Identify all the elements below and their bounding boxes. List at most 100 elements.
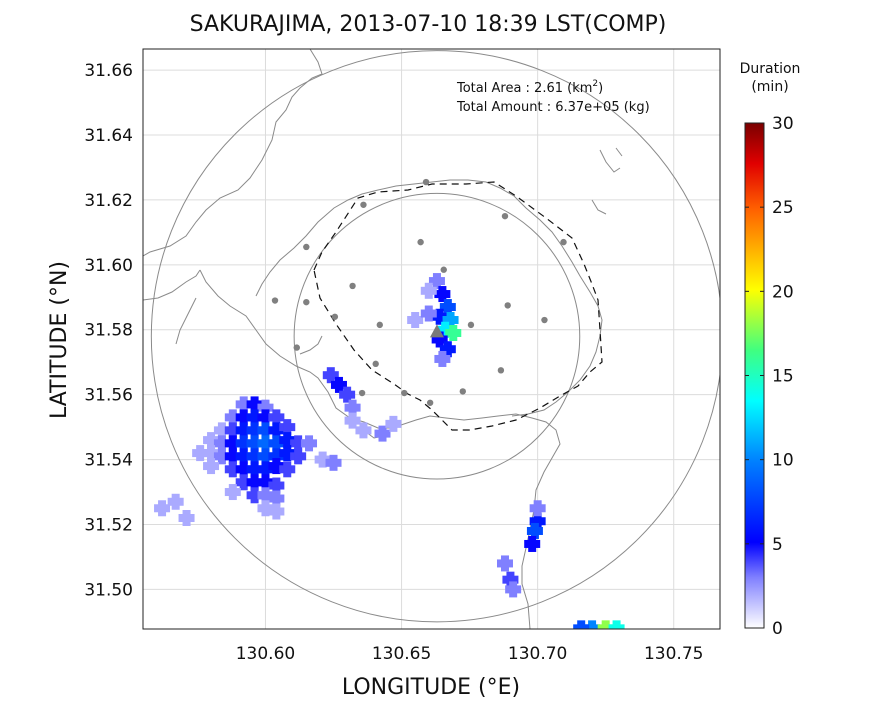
duration-cell-v bbox=[239, 448, 248, 465]
total-area-text: Total Area : 2.61 (km2) bbox=[456, 79, 603, 96]
duration-cell bbox=[290, 435, 307, 452]
duration-cell-v bbox=[239, 474, 248, 491]
duration-cell bbox=[246, 422, 263, 439]
duration-cell-v bbox=[196, 445, 205, 462]
duration-cell-v bbox=[261, 422, 270, 439]
station-marker bbox=[293, 344, 300, 351]
duration-cell bbox=[213, 435, 230, 452]
duration-cell-v bbox=[182, 509, 191, 526]
duration-cell bbox=[344, 412, 361, 429]
duration-cell bbox=[235, 409, 252, 426]
duration-cell-v bbox=[207, 445, 216, 462]
duration-cell-v bbox=[207, 432, 216, 449]
x-tick-labels: 130.60 130.65 130.70 130.75 bbox=[236, 644, 704, 664]
duration-cell-v bbox=[261, 435, 270, 452]
station-marker bbox=[541, 316, 548, 324]
station-marker bbox=[426, 399, 434, 406]
duration-cell-v bbox=[207, 458, 216, 475]
duration-cell bbox=[257, 448, 274, 465]
y-tick-labels: 31.50 31.52 31.54 31.56 31.58 31.60 31.62 31.64… bbox=[84, 61, 133, 600]
station-marker bbox=[376, 321, 383, 329]
duration-cell bbox=[246, 409, 263, 426]
duration-cell-v bbox=[239, 409, 248, 426]
duration-cell bbox=[224, 422, 241, 439]
duration-cell-v bbox=[250, 422, 259, 439]
duration-cell-v bbox=[424, 282, 433, 299]
duration-cell-v bbox=[250, 448, 259, 465]
duration-cell-v bbox=[348, 412, 357, 429]
duration-cell bbox=[608, 620, 625, 629]
duration-cell bbox=[431, 331, 448, 348]
duration-cell-v bbox=[601, 620, 610, 629]
duration-cell-v bbox=[359, 422, 368, 439]
colorbar-title-line1: Duration bbox=[740, 61, 801, 77]
duration-cell bbox=[224, 409, 241, 426]
duration-cell bbox=[431, 308, 448, 325]
duration-cell-v bbox=[272, 477, 281, 494]
duration-cell bbox=[301, 435, 318, 452]
y-tick-label: 31.54 bbox=[84, 451, 133, 471]
station-marker bbox=[467, 321, 475, 329]
station-marker bbox=[401, 389, 408, 397]
duration-cell-v bbox=[326, 367, 335, 384]
duration-cell-v bbox=[446, 312, 455, 329]
y-tick-label: 31.52 bbox=[84, 515, 133, 535]
duration-cell bbox=[268, 458, 285, 475]
duration-cell-v bbox=[283, 432, 292, 449]
duration-cell-v bbox=[272, 448, 281, 465]
duration-cell-v bbox=[171, 493, 180, 510]
duration-cell bbox=[257, 487, 274, 504]
duration-cell-v bbox=[272, 458, 281, 475]
duration-cell-v bbox=[443, 341, 452, 358]
duration-cell-v bbox=[261, 500, 270, 517]
duration-cell-v bbox=[530, 522, 539, 539]
duration-cell-v bbox=[228, 435, 237, 452]
duration-cell bbox=[268, 503, 285, 520]
x-tick-label: 130.65 bbox=[372, 644, 431, 664]
duration-cell bbox=[524, 535, 541, 552]
duration-cell bbox=[502, 571, 519, 588]
duration-cell bbox=[203, 458, 220, 475]
duration-cell bbox=[322, 367, 339, 384]
duration-cell-v bbox=[261, 399, 270, 416]
duration-cell-v bbox=[261, 409, 270, 426]
duration-cell bbox=[279, 445, 296, 462]
duration-cell bbox=[445, 324, 462, 341]
x-axis-label: LONGITUDE (°E) bbox=[342, 675, 520, 700]
colorbar-tick-label: 0 bbox=[772, 619, 783, 639]
duration-cell bbox=[246, 435, 263, 452]
duration-cell bbox=[428, 273, 445, 290]
duration-cell-v bbox=[217, 448, 226, 465]
duration-cell bbox=[257, 409, 274, 426]
duration-cell-v bbox=[506, 571, 515, 588]
y-tick-label: 31.56 bbox=[84, 386, 133, 406]
duration-cell-v bbox=[389, 415, 398, 432]
duration-cell-v bbox=[228, 422, 237, 439]
duration-cell bbox=[407, 312, 424, 329]
station-marker bbox=[459, 388, 466, 395]
x-tick-label: 130.60 bbox=[236, 644, 295, 664]
duration-cell bbox=[246, 448, 263, 465]
duration-cell bbox=[439, 341, 456, 358]
y-tick-label: 31.50 bbox=[84, 580, 133, 600]
duration-cell-v bbox=[272, 435, 281, 452]
duration-cell-v bbox=[228, 409, 237, 426]
x-tick-label: 130.75 bbox=[644, 644, 703, 664]
duration-cell-v bbox=[239, 396, 248, 413]
duration-cell bbox=[203, 445, 220, 462]
duration-cell-v bbox=[435, 331, 444, 348]
station-marker bbox=[349, 282, 356, 290]
colorbar-tick-label: 30 bbox=[772, 114, 794, 134]
total-amount-text: Total Amount : 6.37e+05 (kg) bbox=[456, 100, 650, 115]
duration-cell-v bbox=[158, 500, 167, 517]
duration-cell-v bbox=[250, 435, 259, 452]
duration-cell-v bbox=[612, 620, 621, 629]
station-marker bbox=[497, 367, 505, 374]
duration-cell bbox=[167, 493, 184, 510]
duration-cell bbox=[257, 435, 274, 452]
duration-cell bbox=[496, 555, 513, 572]
duration-cell bbox=[597, 620, 614, 629]
duration-cell-v bbox=[329, 454, 338, 471]
duration-cell bbox=[526, 522, 543, 539]
duration-cell-v bbox=[334, 376, 343, 393]
